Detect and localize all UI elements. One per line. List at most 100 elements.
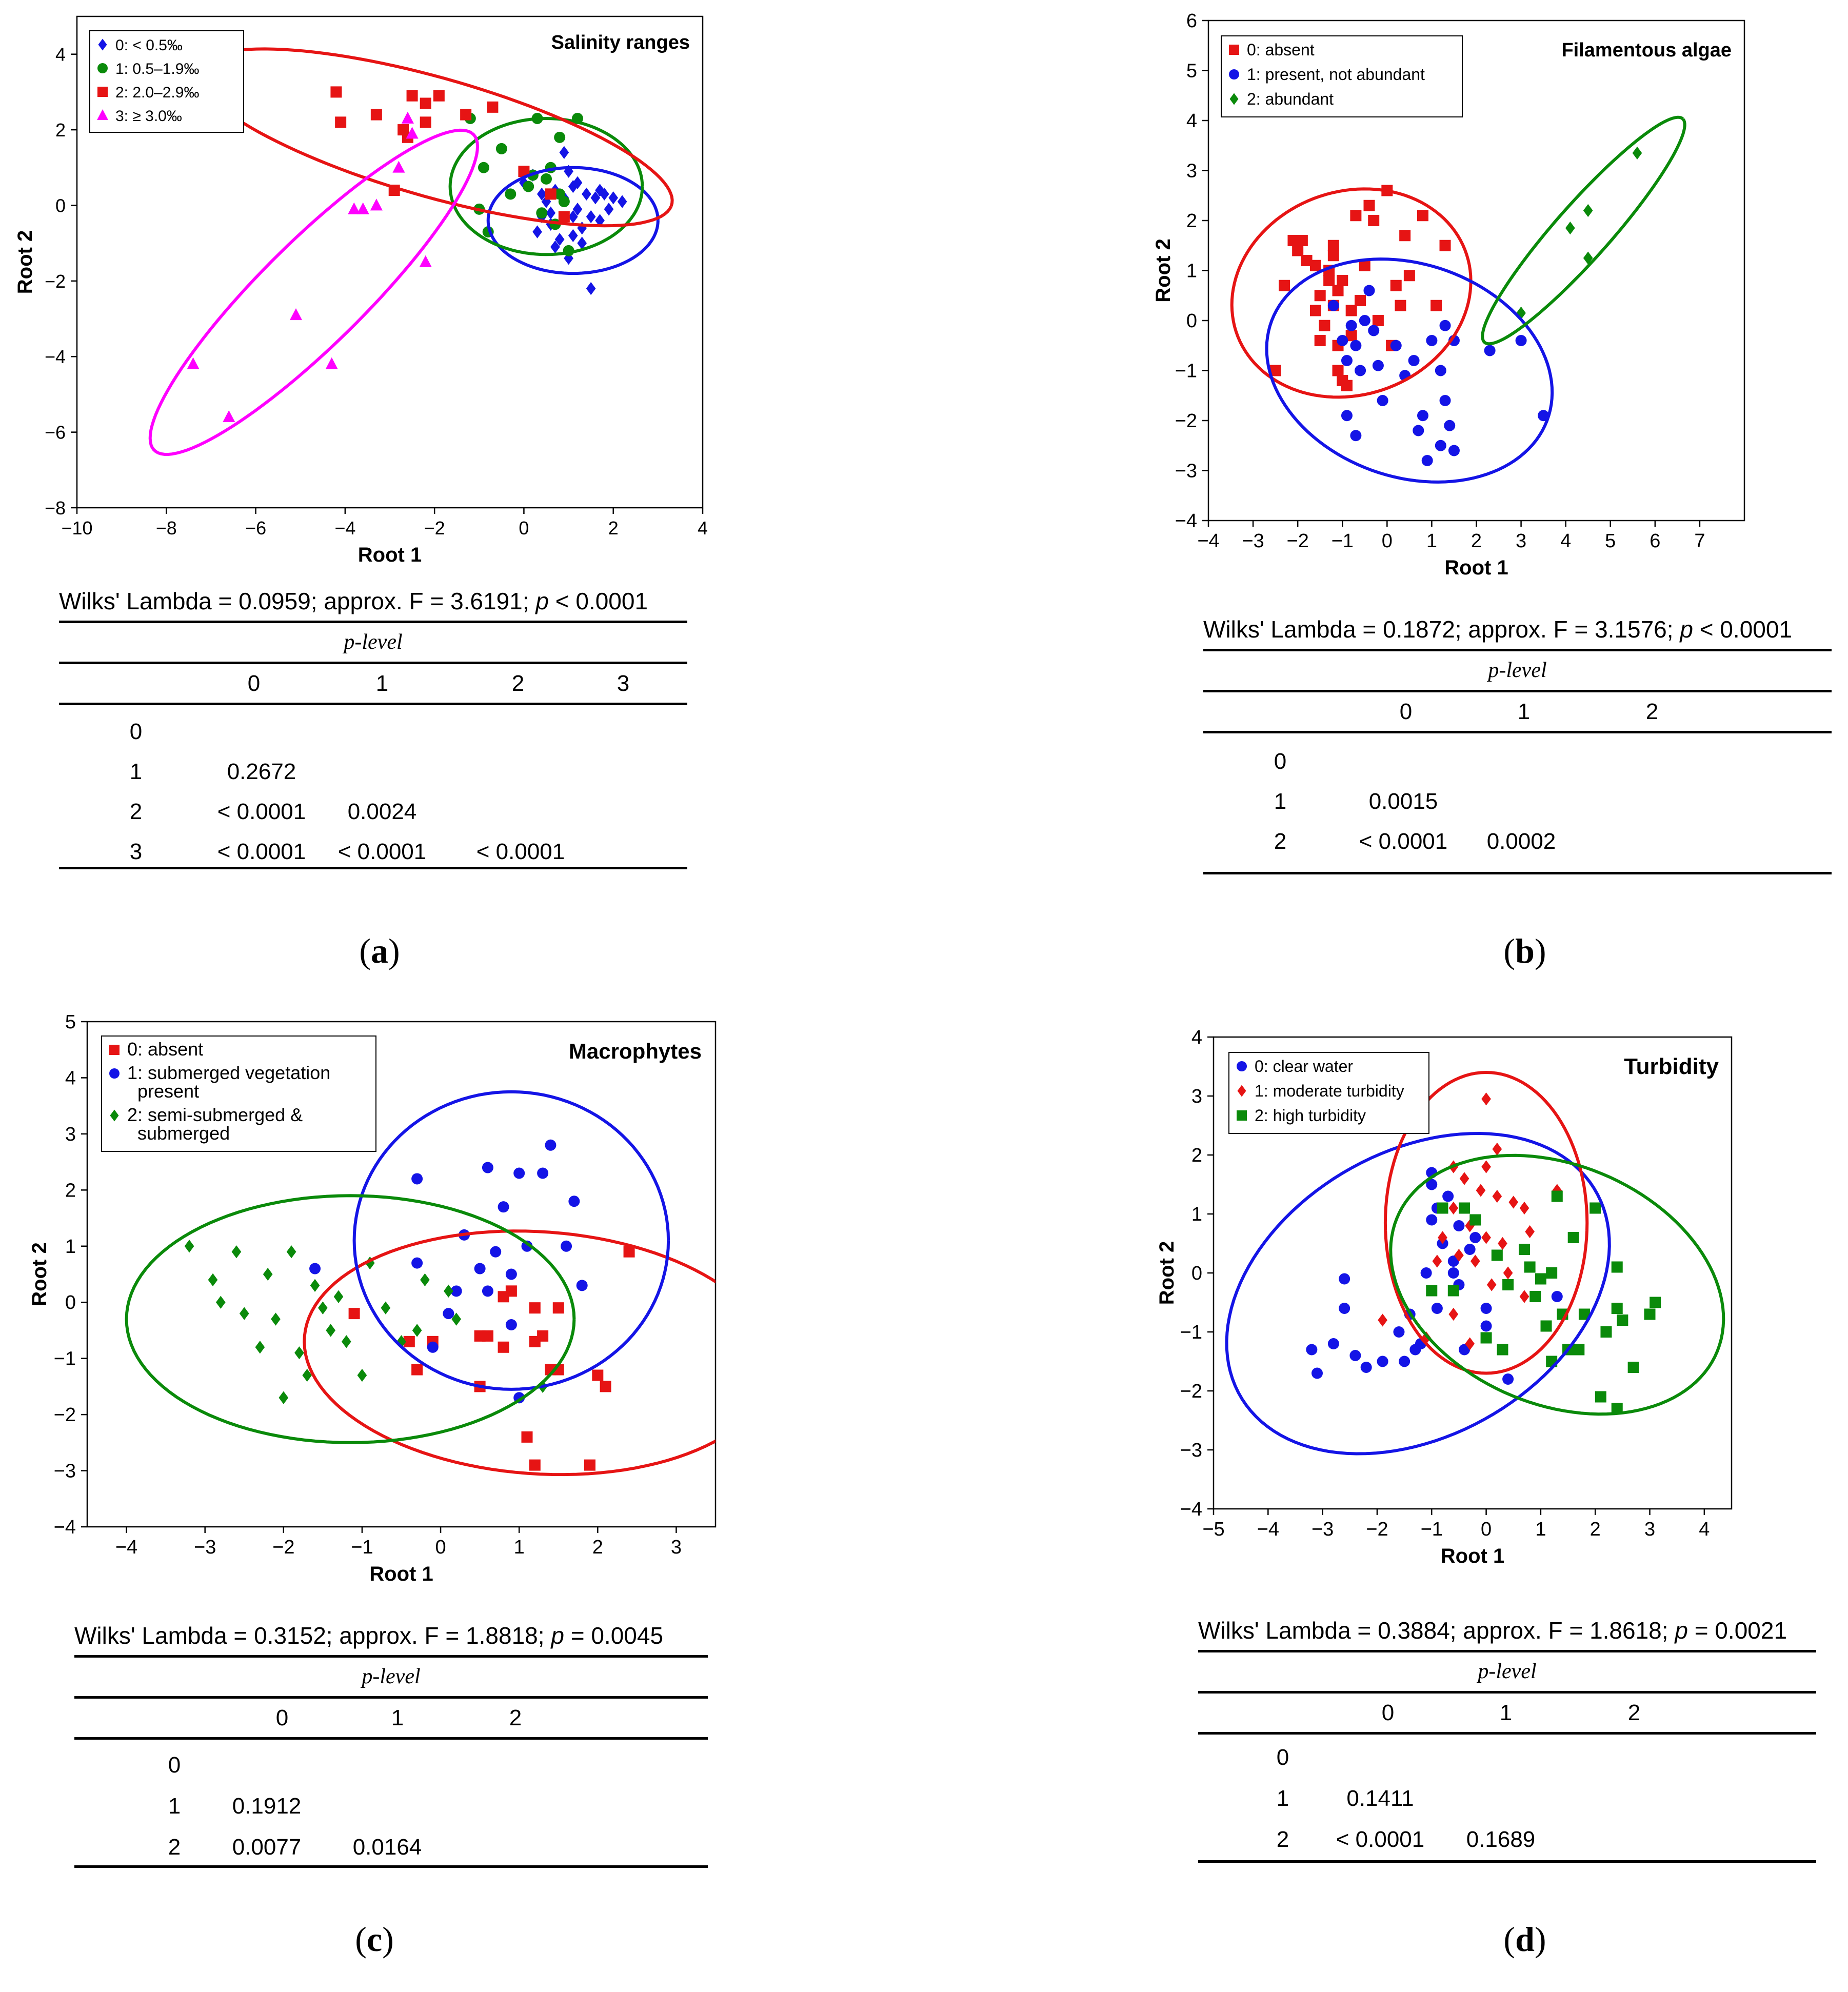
data-point-series-0 [482, 1330, 493, 1342]
stats-p-symbol-c: p [551, 1622, 564, 1649]
data-point-series-0 [541, 195, 551, 208]
data-point-series-1 [411, 1173, 423, 1185]
caption-d: (d) [1503, 1920, 1546, 1959]
x-tick-label: −2 [1287, 530, 1309, 552]
table-bottom-rule [1203, 872, 1832, 874]
x-tick-label: 7 [1694, 530, 1705, 552]
legend-label-series-2: 2: abundant [1247, 90, 1334, 108]
table-rule [1203, 731, 1832, 733]
y-axis-label: Root 2 [14, 230, 36, 294]
data-point-series-0 [1345, 305, 1357, 316]
legend-label-series-0: 0: absent [127, 1039, 203, 1060]
x-tick-label: −2 [272, 1537, 294, 1558]
table-bottom-rule [1198, 1860, 1816, 1863]
data-point-series-2 [1524, 1261, 1536, 1273]
y-tick-label: 1 [1191, 1204, 1202, 1225]
row-label: 2 [168, 1835, 181, 1860]
data-point-series-2 [545, 188, 557, 200]
data-point-series-2 [1469, 1214, 1481, 1226]
x-tick-label: 4 [1699, 1519, 1710, 1540]
data-point-series-1 [1372, 360, 1384, 371]
data-point-series-2 [1567, 1232, 1579, 1243]
data-point-series-0 [559, 146, 569, 159]
data-point-series-0 [1442, 1190, 1454, 1202]
p-level-table-a: p-level 0 1 2 3 0 1 0.2672 2 < 0.0001 0.0024 3 < 0.0… [59, 621, 687, 877]
plot-frame [76, 15, 704, 509]
data-point-series-2 [1491, 1249, 1503, 1261]
p-value-cell: 0.0164 [352, 1835, 422, 1860]
data-point-series-1 [1378, 1313, 1387, 1327]
data-point-series-3 [348, 202, 361, 214]
row-label: 2 [1276, 1827, 1289, 1852]
data-point-series-0 [1339, 1303, 1350, 1314]
data-point-series-1 [1508, 1196, 1519, 1209]
legend-marker-series-1 [109, 1068, 120, 1079]
data-point-series-1 [1481, 1231, 1491, 1244]
data-point-series-0 [572, 203, 583, 216]
legend-box [89, 30, 244, 133]
x-axis-label: Root 1 [1444, 556, 1508, 579]
data-point-series-1 [1363, 285, 1375, 296]
table-bottom-rule [74, 1865, 708, 1868]
p-level-header: p-level [1488, 659, 1547, 682]
data-point-series-0 [1337, 275, 1348, 286]
data-point-series-2 [558, 211, 570, 223]
x-tick-label: 4 [1560, 530, 1571, 552]
y-axis-label: Root 2 [28, 1242, 51, 1306]
data-point-series-0 [1350, 210, 1362, 222]
data-point-series-0 [595, 214, 605, 227]
legend-marker-series-0 [98, 38, 107, 51]
data-point-series-0 [1390, 280, 1402, 291]
x-tick-label: −4 [115, 1537, 137, 1558]
data-point-series-1 [1341, 355, 1353, 366]
confidence-ellipse-series-2 [1389, 1153, 1725, 1416]
x-tick-label: −3 [194, 1537, 216, 1558]
data-point-series-2 [341, 1335, 351, 1348]
plot-area [148, 47, 674, 456]
panel-c: −4 −3 −2 −1 0 1 2 3 −4 −3 −2 −1 0 1 2 3 4 5 Root 1 Root 2 Ma… [0, 996, 924, 1992]
data-point-series-2 [406, 90, 418, 102]
data-point-series-2 [310, 1279, 320, 1292]
stats-prefix-d: Wilks' Lambda = 0.3884; approx. F = 1.86… [1198, 1617, 1675, 1644]
column-header: 2 [509, 1705, 522, 1730]
data-point-series-0 [1431, 1303, 1443, 1314]
column-header: 2 [511, 671, 525, 696]
row-label: 1 [168, 1794, 181, 1819]
legend-label-series-1: present [137, 1081, 199, 1102]
x-tick-label: −1 [1332, 530, 1354, 552]
legend-label-series-3: 3: ≥ 3.0‰ [115, 108, 182, 125]
p-value-cell: 0.1689 [1466, 1827, 1536, 1852]
y-tick-label: 3 [65, 1124, 76, 1145]
data-point-series-0 [1314, 290, 1326, 302]
y-tick-label: 3 [1191, 1086, 1202, 1107]
data-point-series-0 [1399, 1356, 1410, 1367]
data-point-series-2 [184, 1240, 194, 1253]
data-point-series-2 [208, 1273, 218, 1287]
data-point-series-2 [286, 1245, 296, 1259]
legend-box [1228, 1052, 1429, 1134]
x-tick-label: −3 [1242, 530, 1264, 552]
data-point-series-0 [582, 187, 591, 201]
data-point-series-2 [1611, 1303, 1623, 1314]
legend-label-series-1: 1: submerged vegetation [127, 1062, 330, 1083]
stats-line-a: Wilks' Lambda = 0.0959; approx. F = 3.61… [59, 587, 648, 615]
plot-area [1225, 1070, 1725, 1456]
data-point-series-0 [1439, 240, 1451, 251]
x-tick-label: −8 [156, 517, 177, 539]
data-point-series-0 [1323, 275, 1335, 286]
data-point-series-1 [495, 143, 507, 154]
legend-label-series-0: 0: < 0.5‰ [115, 37, 183, 54]
data-point-series-1 [1481, 1092, 1491, 1106]
row-label: 1 [1276, 1786, 1289, 1811]
legend-marker-series-2 [1237, 1110, 1247, 1121]
legend-box [1221, 35, 1463, 117]
data-point-series-0 [552, 1302, 564, 1314]
column-header: 0 [1381, 1700, 1395, 1725]
y-tick-label: 1 [1186, 261, 1197, 282]
y-tick-label: −8 [45, 497, 66, 519]
data-point-series-1 [1448, 1307, 1459, 1321]
x-tick-label: −4 [1197, 530, 1219, 552]
p-level-header: p-level [362, 1665, 421, 1688]
data-point-series-1 [554, 131, 566, 143]
